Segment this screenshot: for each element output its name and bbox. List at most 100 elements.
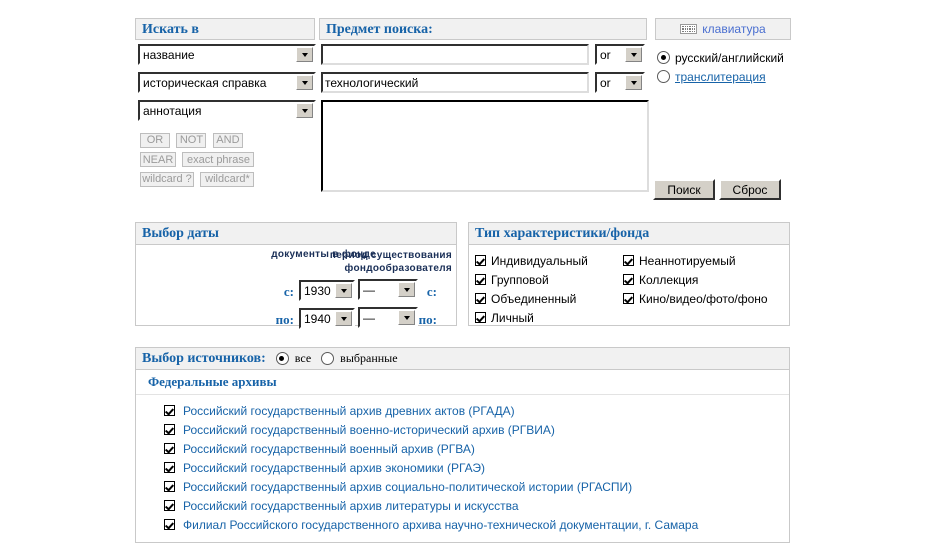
operator-button-near[interactable]: NEAR <box>140 152 176 167</box>
subject-input-2[interactable]: технологический <box>321 72 589 93</box>
subject-input-1[interactable] <box>321 44 589 65</box>
language-option-transliteration-label[interactable]: транслитерация <box>675 69 766 84</box>
date-from-label-left: с: <box>283 284 294 299</box>
type-label-media: Кино/видео/фото/фоно <box>639 291 768 306</box>
type-column-left: Индивидуальный Групповой Объединенный Ли… <box>475 251 625 327</box>
archive-list: Российский государственный архив древних… <box>136 395 789 534</box>
search-field-select-3-value: аннотация <box>143 103 202 118</box>
date-to-value-founder: — <box>363 310 375 325</box>
checkbox-individual[interactable] <box>475 255 486 266</box>
radio-sources-all[interactable] <box>275 352 289 365</box>
joiner-select-1[interactable]: or <box>595 44 645 65</box>
language-option-transliteration[interactable]: транслитерация <box>657 67 797 86</box>
list-item[interactable]: Российский государственный архив литерат… <box>136 496 789 515</box>
chevron-down-icon[interactable] <box>296 47 313 62</box>
search-in-header: Искать в <box>135 18 315 40</box>
operator-button-group: OR NOT AND NEAR exact phrase wildcard ? … <box>140 130 318 189</box>
list-item[interactable]: Российский государственный военный архив… <box>136 439 789 458</box>
chevron-down-icon[interactable] <box>296 103 313 118</box>
checkbox-archive-rgaspi[interactable] <box>164 481 175 492</box>
date-to-label-left: по: <box>275 312 294 327</box>
type-label-personal: Личный <box>491 310 534 325</box>
sources-panel: Выбор источников: все выбранные Федераль… <box>135 347 790 543</box>
language-option-russian-english[interactable]: русский/английский <box>657 48 797 67</box>
list-item[interactable]: Филиал Российского государственного архи… <box>136 515 789 534</box>
checkbox-archive-samara-branch[interactable] <box>164 519 175 530</box>
keyboard-header: клавиатура <box>655 18 791 40</box>
chevron-down-icon[interactable] <box>335 311 352 326</box>
chevron-down-icon[interactable] <box>398 282 415 297</box>
checkbox-archive-rgae[interactable] <box>164 462 175 473</box>
archive-label-rgaspi[interactable]: Российский государственный архив социаль… <box>183 479 633 494</box>
checkbox-archive-rgada[interactable] <box>164 405 175 416</box>
operator-button-or[interactable]: OR <box>140 132 170 148</box>
joiner-select-2[interactable]: or <box>595 72 645 93</box>
archive-label-samara-branch[interactable]: Филиал Российского государственного архи… <box>183 517 699 532</box>
date-from-select-founder[interactable]: — <box>358 279 418 300</box>
radio-russian-english[interactable] <box>657 51 670 64</box>
date-to-select-documents[interactable]: 1940 <box>299 308 355 329</box>
operator-button-exact-phrase[interactable]: exact phrase <box>182 152 255 167</box>
date-column-label-founder-line2: фондообразователя <box>344 263 452 274</box>
list-item[interactable]: Российский государственный архив древних… <box>136 401 789 420</box>
type-panel-header: Тип характеристики/фонда <box>469 223 789 245</box>
type-label-collection: Коллекция <box>639 272 699 287</box>
archive-label-rgada[interactable]: Российский государственный архив древних… <box>183 403 515 418</box>
chevron-down-icon[interactable] <box>625 47 642 62</box>
search-field-select-3[interactable]: аннотация <box>138 100 316 121</box>
operator-button-and[interactable]: AND <box>212 132 243 148</box>
archive-label-rgvia[interactable]: Российский государственный военно-истори… <box>183 422 555 437</box>
date-column-label-founder: период существования фондообразователя <box>304 249 452 275</box>
search-field-select-2-value: историческая справка <box>143 75 267 90</box>
checkbox-unannotated[interactable] <box>623 255 634 266</box>
list-item[interactable]: Российский государственный архив социаль… <box>136 477 789 496</box>
chevron-down-icon[interactable] <box>335 283 352 298</box>
keyboard-link[interactable]: клавиатура <box>702 22 766 36</box>
type-checkbox-individual[interactable]: Индивидуальный <box>475 251 625 270</box>
type-label-unannotated: Неаннотируемый <box>639 253 736 268</box>
chevron-down-icon[interactable] <box>625 75 642 90</box>
checkbox-personal[interactable] <box>475 312 486 323</box>
checkbox-archive-rgvia[interactable] <box>164 424 175 435</box>
type-checkbox-group[interactable]: Групповой <box>475 270 625 289</box>
checkbox-group[interactable] <box>475 274 486 285</box>
date-from-value-documents: 1930 <box>304 283 331 298</box>
chevron-down-icon[interactable] <box>398 310 415 325</box>
type-label-united: Объединенный <box>491 291 577 306</box>
checkbox-united[interactable] <box>475 293 486 304</box>
type-checkbox-united[interactable]: Объединенный <box>475 289 625 308</box>
date-to-value-documents: 1940 <box>304 311 331 326</box>
chevron-down-icon[interactable] <box>296 75 313 90</box>
list-item[interactable]: Российский государственный военно-истори… <box>136 420 789 439</box>
archive-label-rgae[interactable]: Российский государственный архив экономи… <box>183 460 486 475</box>
date-to-label-right: по: <box>418 312 437 327</box>
type-checkbox-collection[interactable]: Коллекция <box>623 270 789 289</box>
operator-button-not[interactable]: NOT <box>176 132 207 148</box>
date-to-select-founder[interactable]: — <box>358 307 418 328</box>
language-option-russian-english-label: русский/английский <box>675 50 784 65</box>
reset-button[interactable]: Сброс <box>719 179 781 200</box>
sources-option-selected-label: выбранные <box>340 351 398 365</box>
joiner-select-1-value: or <box>600 47 611 62</box>
type-checkbox-media[interactable]: Кино/видео/фото/фоно <box>623 289 789 308</box>
radio-sources-selected[interactable] <box>321 352 335 365</box>
operator-button-wildcard-star[interactable]: wildcard* <box>200 171 255 187</box>
search-button[interactable]: Поиск <box>653 179 715 200</box>
radio-transliteration[interactable] <box>657 70 670 83</box>
type-checkbox-personal[interactable]: Личный <box>475 308 625 327</box>
archive-label-literature-art[interactable]: Российский государственный архив литерат… <box>183 498 519 513</box>
archive-label-rgva[interactable]: Российский государственный военный архив… <box>183 441 475 456</box>
type-checkbox-unannotated[interactable]: Неаннотируемый <box>623 251 789 270</box>
list-item[interactable]: Российский государственный архив экономи… <box>136 458 789 477</box>
date-from-select-documents[interactable]: 1930 <box>299 280 355 301</box>
operator-button-wildcard-question[interactable]: wildcard ? <box>140 171 194 187</box>
subject-textarea[interactable] <box>321 100 649 192</box>
checkbox-archive-literature-art[interactable] <box>164 500 175 511</box>
date-column-label-founder-line1: период существования <box>329 250 452 261</box>
search-field-select-1[interactable]: название <box>138 44 316 65</box>
checkbox-collection[interactable] <box>623 274 634 285</box>
search-field-select-2[interactable]: историческая справка <box>138 72 316 93</box>
keyboard-language-options: русский/английский транслитерация <box>657 48 797 86</box>
checkbox-archive-rgva[interactable] <box>164 443 175 454</box>
checkbox-media[interactable] <box>623 293 634 304</box>
